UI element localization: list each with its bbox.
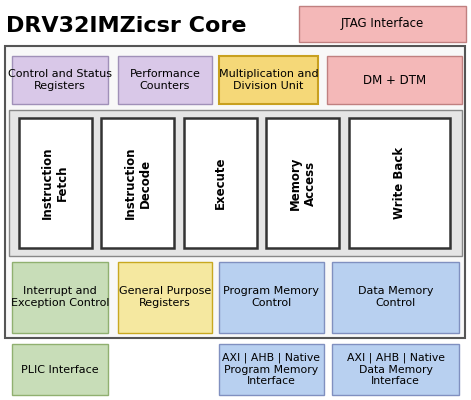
FancyBboxPatch shape: [219, 56, 318, 104]
FancyBboxPatch shape: [266, 118, 339, 248]
FancyBboxPatch shape: [332, 262, 459, 333]
FancyBboxPatch shape: [299, 6, 466, 42]
Text: Data Memory
Control: Data Memory Control: [358, 286, 433, 308]
Text: General Purpose
Registers: General Purpose Registers: [119, 286, 211, 308]
FancyBboxPatch shape: [5, 46, 465, 338]
FancyBboxPatch shape: [19, 118, 92, 248]
Text: Program Memory
Control: Program Memory Control: [223, 286, 319, 308]
Text: Performance
Counters: Performance Counters: [130, 69, 200, 91]
Text: Interrupt and
Exception Control: Interrupt and Exception Control: [11, 286, 109, 308]
Text: AXI | AHB | Native
Data Memory
Interface: AXI | AHB | Native Data Memory Interface: [347, 353, 445, 386]
Text: Execute: Execute: [214, 157, 227, 209]
Text: Control and Status
Registers: Control and Status Registers: [8, 69, 112, 91]
FancyBboxPatch shape: [9, 110, 462, 256]
FancyBboxPatch shape: [219, 344, 324, 395]
Text: PLIC Interface: PLIC Interface: [21, 365, 99, 374]
FancyBboxPatch shape: [349, 118, 450, 248]
FancyBboxPatch shape: [12, 344, 108, 395]
Text: JTAG Interface: JTAG Interface: [341, 18, 424, 30]
Text: DRV32IMZicsr Core: DRV32IMZicsr Core: [6, 16, 246, 36]
Text: Instruction
Fetch: Instruction Fetch: [41, 147, 69, 219]
FancyBboxPatch shape: [184, 118, 257, 248]
FancyBboxPatch shape: [101, 118, 174, 248]
FancyBboxPatch shape: [118, 56, 212, 104]
FancyBboxPatch shape: [327, 56, 462, 104]
Text: Multiplication and
Division Unit: Multiplication and Division Unit: [219, 69, 318, 91]
FancyBboxPatch shape: [332, 344, 459, 395]
Text: Memory
Access: Memory Access: [289, 156, 317, 210]
Text: Instruction
Decode: Instruction Decode: [124, 147, 152, 219]
Text: Write Back: Write Back: [393, 147, 406, 219]
FancyBboxPatch shape: [12, 262, 108, 333]
Text: AXI | AHB | Native
Program Memory
Interface: AXI | AHB | Native Program Memory Interf…: [222, 353, 320, 386]
FancyBboxPatch shape: [219, 262, 324, 333]
FancyBboxPatch shape: [118, 262, 212, 333]
Text: DM + DTM: DM + DTM: [363, 74, 426, 86]
FancyBboxPatch shape: [12, 56, 108, 104]
